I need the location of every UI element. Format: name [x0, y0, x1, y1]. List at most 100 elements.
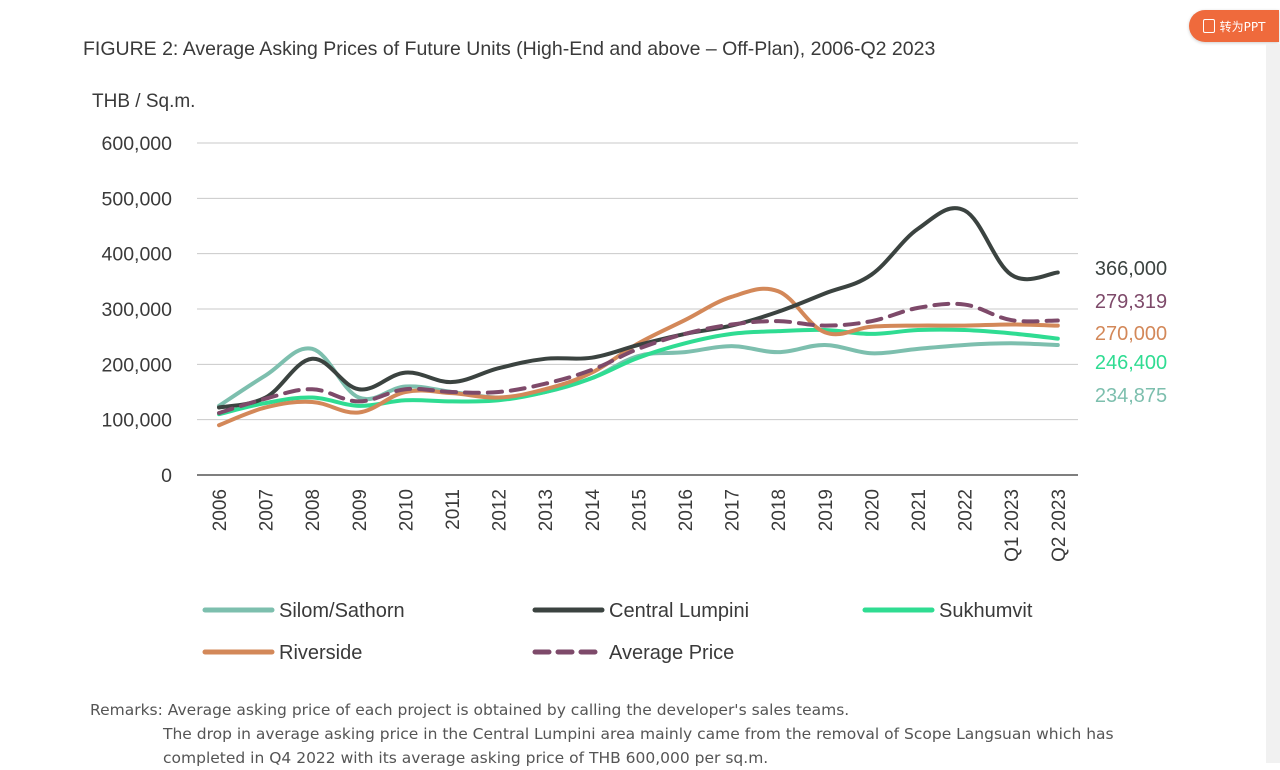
data-point-central-lumpini — [869, 273, 873, 277]
data-point-central-lumpini — [823, 292, 827, 296]
data-point-sukhumvit — [776, 329, 780, 333]
data-point-sukhumvit — [403, 398, 407, 402]
x-tick-label: 2008 — [303, 489, 324, 531]
data-point-average-price — [963, 303, 967, 307]
legend-label-silom-sathorn: Silom/Sathorn — [279, 600, 405, 622]
data-point-central-lumpini — [543, 357, 547, 361]
x-tick-label: 2017 — [723, 489, 744, 531]
x-tick-label: 2016 — [676, 489, 697, 531]
data-point-average-price — [869, 319, 873, 323]
y-tick-label: 0 — [161, 465, 172, 487]
data-point-central-lumpini — [497, 366, 501, 370]
data-point-central-lumpini — [963, 209, 967, 213]
remarks-label: Remarks: — [90, 701, 163, 719]
end-value-label-central-lumpini: 366,000 — [1095, 258, 1167, 280]
x-tick-label: 2009 — [350, 489, 371, 531]
ppt-icon — [1202, 19, 1215, 33]
data-point-average-price — [357, 399, 361, 403]
y-tick-label: 200,000 — [102, 354, 173, 376]
data-point-silom-sathorn — [776, 350, 780, 354]
data-point-average-price — [264, 397, 268, 401]
x-tick-label: 2012 — [490, 489, 511, 531]
chart-title: FIGURE 2: Average Asking Prices of Futur… — [83, 38, 935, 60]
data-point-sukhumvit — [310, 396, 314, 400]
data-point-silom-sathorn — [683, 350, 687, 354]
x-tick-label: 2022 — [956, 489, 977, 531]
data-point-central-lumpini — [217, 405, 221, 409]
x-tick-label: 2011 — [443, 489, 464, 530]
y-tick-label: 400,000 — [102, 244, 173, 266]
data-point-average-price — [776, 319, 780, 323]
data-point-sukhumvit — [869, 332, 873, 336]
data-point-silom-sathorn — [730, 344, 734, 348]
series-line-average-price — [217, 301, 1060, 416]
data-point-sukhumvit — [264, 401, 268, 405]
data-point-riverside — [730, 295, 734, 299]
remarks-line-2: The drop in average asking price in the … — [163, 725, 1114, 743]
data-point-central-lumpini — [357, 387, 361, 391]
x-tick-label: 2021 — [909, 489, 930, 531]
data-point-sukhumvit — [450, 399, 454, 403]
remarks-line-1: Remarks: Average asking price of each pr… — [90, 698, 1114, 722]
data-point-average-price — [543, 382, 547, 386]
series-line-silom-sathorn — [217, 341, 1060, 408]
end-value-label-riverside: 270,000 — [1095, 323, 1167, 345]
series-line-sukhumvit — [217, 327, 1060, 417]
data-point-central-lumpini — [776, 310, 780, 314]
data-point-sukhumvit — [1056, 337, 1060, 341]
data-point-silom-sathorn — [357, 396, 361, 400]
data-point-average-price — [823, 324, 827, 328]
remarks-text-1: Average asking price of each project is … — [167, 701, 850, 719]
data-point-sukhumvit — [357, 404, 361, 408]
y-tick-label: 300,000 — [102, 299, 173, 321]
y-tick-label: 600,000 — [102, 133, 173, 155]
convert-to-ppt-label: 转为PPT — [1219, 19, 1266, 34]
data-point-riverside — [869, 325, 873, 329]
scrollbar[interactable] — [1266, 44, 1280, 763]
data-point-average-price — [730, 322, 734, 326]
data-point-sukhumvit — [963, 328, 967, 332]
x-tick-label: 2007 — [257, 489, 278, 531]
x-tick-label: Q2 2023 — [1049, 489, 1070, 562]
data-point-riverside — [916, 324, 920, 328]
data-point-average-price — [310, 387, 314, 391]
data-point-riverside — [264, 405, 268, 409]
legend-label-average-price: Average Price — [609, 642, 734, 664]
data-point-sukhumvit — [730, 332, 734, 336]
data-point-average-price — [403, 387, 407, 391]
legend-label-sukhumvit: Sukhumvit — [939, 600, 1033, 622]
data-point-sukhumvit — [683, 341, 687, 345]
data-point-silom-sathorn — [869, 351, 873, 355]
legend-label-central-lumpini: Central Lumpini — [609, 600, 749, 622]
end-value-label-average-price: 279,319 — [1095, 291, 1167, 313]
y-tick-label: 500,000 — [102, 188, 173, 210]
data-point-silom-sathorn — [916, 347, 920, 351]
data-point-riverside — [497, 396, 501, 400]
data-point-average-price — [450, 390, 454, 394]
data-point-silom-sathorn — [823, 343, 827, 347]
data-point-sukhumvit — [1009, 331, 1013, 335]
data-point-average-price — [1009, 318, 1013, 322]
data-point-riverside — [217, 423, 221, 427]
data-point-average-price — [636, 347, 640, 351]
x-tick-label: Q1 2023 — [1002, 489, 1023, 562]
data-point-riverside — [823, 330, 827, 334]
x-tick-label: 2010 — [396, 489, 417, 531]
data-point-average-price — [683, 332, 687, 336]
data-point-central-lumpini — [1056, 270, 1060, 274]
data-point-average-price — [590, 368, 594, 372]
data-point-central-lumpini — [450, 380, 454, 384]
x-tick-label: 2020 — [862, 489, 883, 531]
data-point-silom-sathorn — [1009, 341, 1013, 345]
data-point-silom-sathorn — [1056, 343, 1060, 347]
x-tick-label: 2019 — [816, 489, 837, 531]
data-point-riverside — [1056, 324, 1060, 328]
series-line-central-lumpini — [217, 206, 1060, 410]
data-point-average-price — [497, 390, 501, 394]
data-point-riverside — [776, 289, 780, 293]
convert-to-ppt-button[interactable]: 转为PPT — [1189, 10, 1279, 42]
data-point-average-price — [1056, 318, 1060, 322]
data-point-average-price — [217, 411, 221, 415]
data-point-silom-sathorn — [264, 373, 268, 377]
